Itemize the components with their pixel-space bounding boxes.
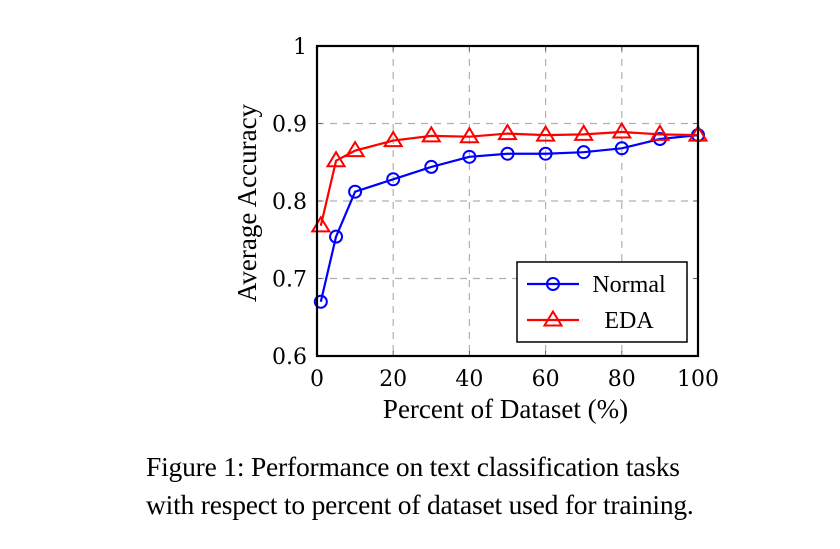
data-point-eda <box>497 123 518 141</box>
caption-line-2: with respect to percent of dataset used … <box>146 489 694 520</box>
data-point-normal <box>614 141 629 156</box>
y-axis-ticks: 0.6 0.7 0.8 0.9 1 <box>272 35 307 370</box>
data-point-normal <box>329 229 344 244</box>
legend-marker-triangle-icon <box>542 309 564 327</box>
legend: Normal EDA <box>516 261 688 343</box>
caption-line-1: Figure 1: Performance on text classifica… <box>146 451 680 482</box>
x-tick-label: 60 <box>532 367 560 392</box>
x-tick-label: 0 <box>310 367 324 392</box>
x-tick-label: 20 <box>379 367 407 392</box>
data-point-normal <box>576 145 591 160</box>
data-point-eda <box>573 123 594 141</box>
x-tick-label: 80 <box>608 367 636 392</box>
data-point-eda <box>325 150 347 168</box>
y-tick-label: 1 <box>293 35 307 60</box>
series-line-eda <box>319 130 699 227</box>
legend-marker-circle-icon <box>546 277 560 291</box>
y-tick-label: 0.7 <box>272 268 307 293</box>
data-point-normal <box>348 184 363 199</box>
data-point-normal <box>462 149 477 164</box>
data-point-eda <box>459 126 480 144</box>
data-point-normal <box>538 146 553 161</box>
legend-box <box>516 261 688 343</box>
data-point-eda <box>382 130 404 148</box>
y-axis-title: Average Accuracy <box>232 103 262 302</box>
data-point-normal <box>424 159 439 174</box>
series-normal <box>313 128 705 309</box>
legend-item-normal: Normal <box>527 272 666 298</box>
data-point-eda <box>649 123 671 141</box>
data-point-normal <box>313 294 328 309</box>
x-axis-ticks: 0 20 40 60 80 100 <box>310 367 719 392</box>
data-point-eda <box>611 121 633 139</box>
legend-item-eda: EDA <box>527 308 654 334</box>
x-tick-label: 40 <box>455 367 483 392</box>
legend-label: EDA <box>604 308 654 334</box>
x-tick-label: 100 <box>677 367 719 392</box>
figure-caption: Figure 1: Performance on text classifica… <box>146 448 826 524</box>
data-point-eda <box>344 140 366 158</box>
data-point-eda <box>535 124 556 142</box>
line-chart: 0.6 0.7 0.8 0.9 1 0 20 40 60 80 100 Average Accur… <box>232 35 719 424</box>
series-group <box>310 121 709 309</box>
y-tick-label: 0.9 <box>272 113 307 138</box>
data-point-normal <box>386 172 401 187</box>
y-tick-label: 0.6 <box>272 345 307 370</box>
y-tick-label: 0.8 <box>272 190 307 215</box>
legend-label: Normal <box>592 272 666 298</box>
x-axis-title: Percent of Dataset (%) <box>383 394 628 424</box>
series-eda <box>310 121 709 233</box>
data-point-normal <box>500 146 515 161</box>
data-point-eda <box>421 125 442 143</box>
plot-frame <box>315 44 700 358</box>
